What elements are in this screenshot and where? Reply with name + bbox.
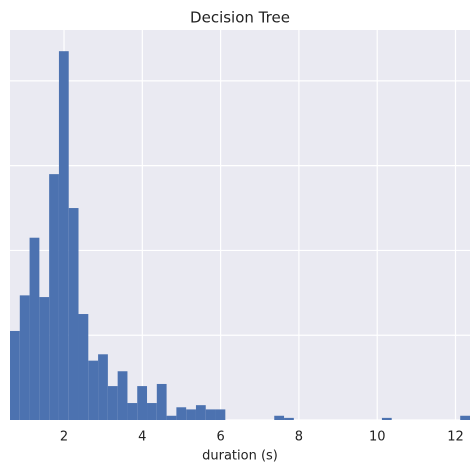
bar — [460, 415, 470, 420]
bar — [58, 51, 69, 421]
bar — [284, 417, 294, 420]
bar — [195, 405, 206, 420]
bar — [117, 371, 128, 420]
bar — [39, 297, 50, 420]
x-tick-label: 2 — [60, 430, 68, 445]
bar — [205, 409, 216, 420]
x-axis-label: duration (s) — [202, 449, 278, 464]
bar — [176, 407, 187, 420]
bar — [127, 403, 138, 420]
bar — [98, 354, 108, 420]
bar — [215, 409, 226, 420]
bar — [166, 415, 177, 420]
bar — [88, 360, 99, 420]
bar — [137, 386, 148, 420]
bar — [68, 208, 79, 420]
x-tick-label: 8 — [295, 430, 303, 445]
bar — [78, 314, 89, 420]
bar — [147, 403, 157, 420]
bar — [381, 417, 392, 420]
bar — [49, 174, 59, 420]
bar — [156, 383, 167, 420]
bar — [274, 415, 285, 420]
bar — [19, 295, 30, 420]
x-tick-label: 4 — [138, 430, 146, 445]
bar — [29, 237, 40, 420]
chart-title: Decision Tree — [190, 9, 290, 27]
x-tick-label: 12 — [447, 430, 464, 445]
bar — [10, 330, 20, 420]
x-tick-label: 10 — [369, 430, 386, 445]
bar — [107, 386, 118, 420]
x-tick-label: 6 — [216, 430, 224, 445]
bar — [186, 409, 196, 420]
